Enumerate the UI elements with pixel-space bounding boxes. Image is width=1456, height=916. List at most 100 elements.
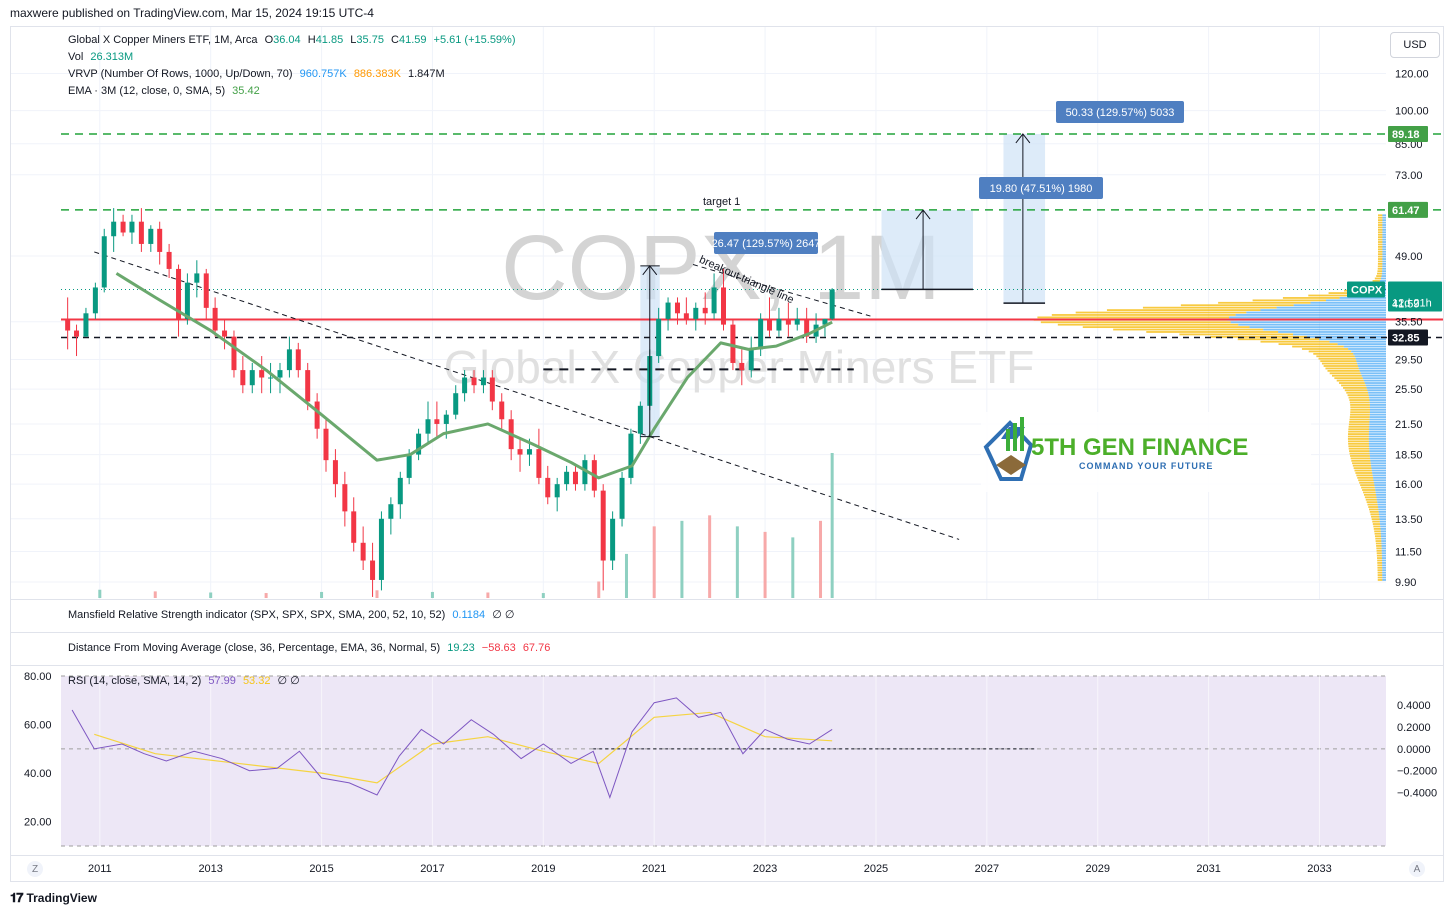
candle-body	[628, 433, 634, 478]
tradingview-branding[interactable]: 𝟏𝟕 TradingView	[10, 890, 97, 906]
candle-body	[794, 318, 800, 325]
candle-body	[249, 370, 255, 386]
candle-body	[462, 377, 468, 394]
time-axis[interactable]: 2011 2013 2015 2017 2019 2021 2023 2025 2027 2029…	[11, 856, 1443, 880]
vp-row-up	[1263, 328, 1386, 331]
badge-target-2: 89.18	[1388, 126, 1428, 142]
vp-row-up	[1381, 537, 1386, 540]
vp-row-down	[1376, 545, 1382, 547]
publisher-line: maxwere published on TradingView.com, Ma…	[10, 6, 374, 20]
candle-body	[637, 405, 643, 434]
vp-row-down	[1316, 355, 1355, 358]
candle-body	[776, 318, 782, 331]
time-axis-separator	[10, 855, 1444, 856]
vp-row-down	[1349, 401, 1370, 404]
vp-row-up	[1368, 433, 1386, 435]
vp-row-up	[1380, 532, 1386, 535]
vp-row-up	[1382, 253, 1386, 256]
vp-row-up	[1357, 362, 1386, 365]
measure-label-1: 26.47 (129.57%) 2647	[712, 232, 820, 254]
candle-body	[323, 428, 329, 461]
vp-row-down	[1377, 564, 1383, 567]
vp-row-down	[1377, 216, 1383, 219]
measure-label-1-bg	[714, 232, 818, 254]
chart-frame	[10, 26, 1444, 882]
vp-row-down	[1369, 508, 1379, 511]
vp-row-down	[1376, 552, 1382, 555]
vp-row-down	[1356, 474, 1373, 477]
vp-row-down	[1348, 445, 1370, 448]
vp-row-down	[1362, 489, 1376, 491]
vp-row-up	[1368, 435, 1386, 438]
candle-body	[499, 401, 505, 420]
vp-row-up	[1293, 304, 1386, 307]
candle-body	[65, 318, 71, 331]
legend-title: Global X Copper Miners ETF, 1M, Arca	[68, 34, 258, 46]
zoom-reset-button[interactable]: Z	[27, 861, 43, 877]
vp-row-up	[1381, 554, 1386, 557]
vp-row-down	[1369, 510, 1379, 513]
vp-row-up	[1378, 508, 1386, 511]
vp-row-up	[1369, 452, 1386, 455]
vp-row-down	[1320, 360, 1357, 363]
vp-row-down	[1355, 472, 1373, 474]
price-tick-label: 120.00	[1395, 69, 1429, 81]
time-tick-label: 2029	[1085, 863, 1109, 875]
rsi-chart[interactable]: 80.00 60.00 40.00 20.00 0.4000 0.2000 0.0000 −0…	[11, 666, 1443, 854]
time-tick-label: 2021	[642, 863, 666, 875]
vp-row-up	[1374, 484, 1386, 487]
vp-row-down	[1371, 515, 1380, 518]
badge-target-2-bg	[1388, 126, 1428, 142]
vp-row-down	[1040, 321, 1231, 324]
auto-scale-button[interactable]: A	[1409, 861, 1425, 877]
currency-button[interactable]: USD	[1390, 32, 1440, 58]
candle-body	[314, 401, 320, 429]
rsi-axes: 80.00 60.00 40.00 20.00 0.4000 0.2000 0.0000 −0…	[24, 671, 1437, 829]
main-chart[interactable]: COPX, 1M Global X Copper Miners ETF 26.4…	[11, 27, 1443, 599]
vp-row-up	[1370, 459, 1386, 462]
vp-row-up	[1380, 277, 1386, 280]
vp-row-down	[1308, 294, 1352, 297]
vp-row-down	[1082, 326, 1250, 329]
vp-row-up	[1238, 323, 1386, 326]
vp-row-down	[1113, 328, 1264, 331]
rsi-label: RSI (14, close, SMA, 14, 2)	[68, 675, 202, 687]
vp-row-down	[1341, 384, 1366, 387]
time-tick-label: 2027	[975, 863, 999, 875]
legend-vrvp-row: VRVP (Number Of Rows, 1000, Up/Down, 70)…	[68, 66, 520, 83]
vp-row-up	[1235, 314, 1386, 316]
candle-body	[582, 460, 588, 485]
badge-support-bg	[1388, 329, 1428, 346]
vp-row-up	[1348, 348, 1386, 350]
candle-body	[212, 307, 218, 331]
volume-bar	[597, 581, 601, 598]
candle-body	[536, 449, 542, 478]
time-tick-label: 2017	[420, 863, 444, 875]
logo-bar-icon	[1006, 429, 1010, 451]
candle-body	[222, 330, 228, 337]
vp-row-down	[1374, 535, 1382, 538]
vp-row-up	[1380, 530, 1386, 533]
vp-row-down	[1377, 214, 1383, 217]
vp-row-up	[1382, 224, 1386, 226]
vp-row-up	[1382, 579, 1386, 581]
vp-row-down	[1350, 406, 1370, 409]
logo-tagline: COMMAND YOUR FUTURE	[1079, 461, 1213, 471]
volume-bar	[735, 526, 739, 598]
vp-row-down	[1348, 425, 1370, 428]
vp-row-down	[1350, 413, 1370, 416]
candle-body	[351, 511, 357, 543]
vp-row-up	[1367, 389, 1386, 392]
vp-row-up	[1370, 457, 1386, 460]
annotations: 26.47 (129.57%) 2647 19.80 (47.51%) 1980 5…	[640, 101, 1184, 438]
volume-bar	[791, 537, 795, 598]
candle-body	[184, 282, 190, 319]
vp-row-up	[1382, 270, 1386, 273]
vp-row-down	[1348, 428, 1370, 431]
rsi-left-tick: 60.00	[24, 720, 52, 732]
badge-target-1-bg	[1388, 201, 1428, 218]
vp-row-down	[1361, 486, 1375, 489]
vp-row-down	[1373, 525, 1381, 528]
vp-row-up	[1382, 216, 1386, 219]
vp-row-down	[1377, 557, 1382, 559]
